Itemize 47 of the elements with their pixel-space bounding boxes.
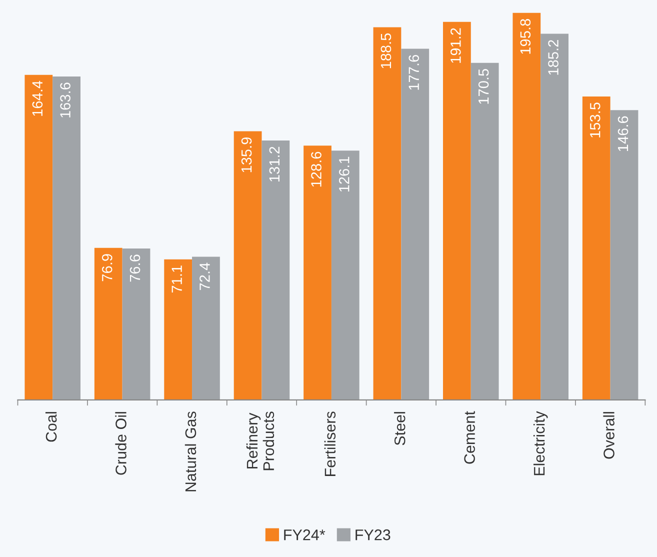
data-label: 126.1 <box>338 156 350 192</box>
data-label: 135.9 <box>241 137 252 172</box>
data-label: 131.2 <box>269 146 280 182</box>
bar <box>401 48 430 400</box>
x-tick-label: Refinery Products <box>246 412 274 470</box>
data-label: 191.2 <box>450 28 461 63</box>
bar <box>470 62 499 400</box>
bar <box>331 150 360 400</box>
data-label: 177.6 <box>408 54 420 90</box>
bar <box>373 27 402 400</box>
bar <box>122 248 150 400</box>
data-label: 188.5 <box>380 33 392 68</box>
data-label: 153.5 <box>590 102 600 138</box>
bar <box>24 74 53 400</box>
data-label: 170.5 <box>478 68 489 104</box>
bar <box>512 12 541 400</box>
x-tick-label: Cement <box>464 411 475 464</box>
bar <box>94 248 122 400</box>
legend-label: FY24* <box>284 529 326 540</box>
x-tick-label: Overall <box>603 412 614 459</box>
bar <box>52 76 80 400</box>
x-tick-label: Fertilisers <box>324 412 336 476</box>
data-label: 128.6 <box>311 152 322 187</box>
x-tick-label: Natural Gas <box>184 412 196 492</box>
data-label: 185.2 <box>548 40 558 75</box>
bar <box>192 256 220 400</box>
data-label: 146.6 <box>618 116 628 152</box>
x-tick-label: Electricity <box>533 411 548 476</box>
data-label: 163.6 <box>60 82 70 118</box>
bar <box>262 140 290 400</box>
data-label: 72.4 <box>200 262 210 290</box>
bar <box>582 96 610 400</box>
bar <box>234 131 262 400</box>
data-label: 195.8 <box>520 18 531 54</box>
legend-label: FY23 <box>356 529 390 540</box>
bar <box>443 22 471 400</box>
data-label: 164.4 <box>32 80 43 116</box>
x-tick-label: Steel <box>394 412 406 446</box>
bar <box>164 259 192 400</box>
data-label: 76.6 <box>130 254 140 282</box>
bar <box>610 110 638 400</box>
x-tick-label: Coal <box>45 412 57 442</box>
x-tick-label: Crude Oil <box>115 412 126 475</box>
data-label: 76.9 <box>102 254 112 282</box>
data-label: 71.1 <box>172 266 182 293</box>
bar <box>540 34 568 400</box>
bar <box>304 146 332 400</box>
